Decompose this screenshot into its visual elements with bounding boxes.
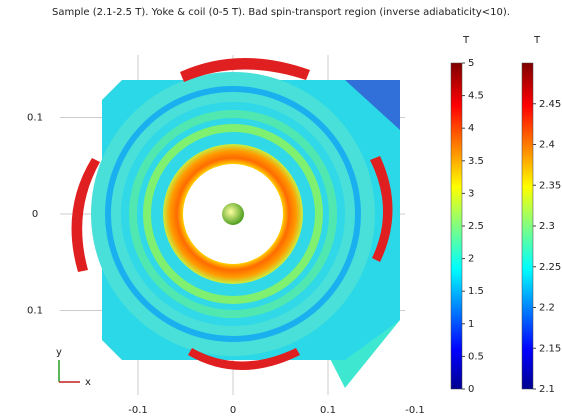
x-tick-label: -0.1 [128, 405, 148, 416]
y-tick-label: 0.1 [27, 113, 43, 124]
axis-label: x [85, 377, 91, 388]
axis-label: y [56, 347, 62, 358]
colorbar-tick-label: 2.35 [539, 180, 561, 191]
colorbar-tick-label: 2.1 [539, 384, 555, 395]
colorbar-tick-label: 4 [468, 123, 474, 134]
colorbar-unit: T [462, 35, 470, 46]
colorbar-tick-label: 0 [468, 384, 474, 395]
x-tick-label: 0.1 [320, 405, 336, 416]
colorbar [451, 63, 462, 389]
colorbar-tick-label: 2.25 [539, 262, 561, 273]
colorbar-tick-label: 5 [468, 58, 474, 69]
colorbar-tick-label: 2.45 [539, 99, 561, 110]
y-tick-label: 0.1 [27, 306, 43, 317]
colorbar-tick-label: 2.15 [539, 343, 561, 354]
colorbar-tick-label: 2.3 [539, 221, 555, 232]
colorbar-tick-label: 2.2 [539, 303, 555, 314]
colorbar-tick-label: 2.5 [468, 221, 484, 232]
colorbar-unit: T [533, 35, 541, 46]
y-tick-label: 0 [32, 209, 38, 220]
colorbar-tick-label: 0.5 [468, 351, 484, 362]
scene: y x [56, 58, 400, 388]
annotation: -0.1 [405, 405, 425, 416]
sample [222, 203, 244, 225]
colorbar-tick-label: 1 [468, 319, 474, 330]
colorbar-tick-label: 2.4 [539, 140, 555, 151]
colorbar-tick-label: 3 [468, 188, 474, 199]
colorbar [522, 63, 533, 389]
chart: Sample (2.1-2.5 T). Yoke & coil (0-5 T).… [0, 0, 562, 419]
chart-title: Sample (2.1-2.5 T). Yoke & coil (0-5 T).… [52, 7, 510, 18]
x-tick-label: 0 [230, 405, 236, 416]
colorbar-tick-label: 3.5 [468, 156, 484, 167]
colorbar-tick-label: 4.5 [468, 91, 484, 102]
colorbar-tick-label: 1.5 [468, 286, 484, 297]
colorbar-tick-label: 2 [468, 254, 474, 265]
